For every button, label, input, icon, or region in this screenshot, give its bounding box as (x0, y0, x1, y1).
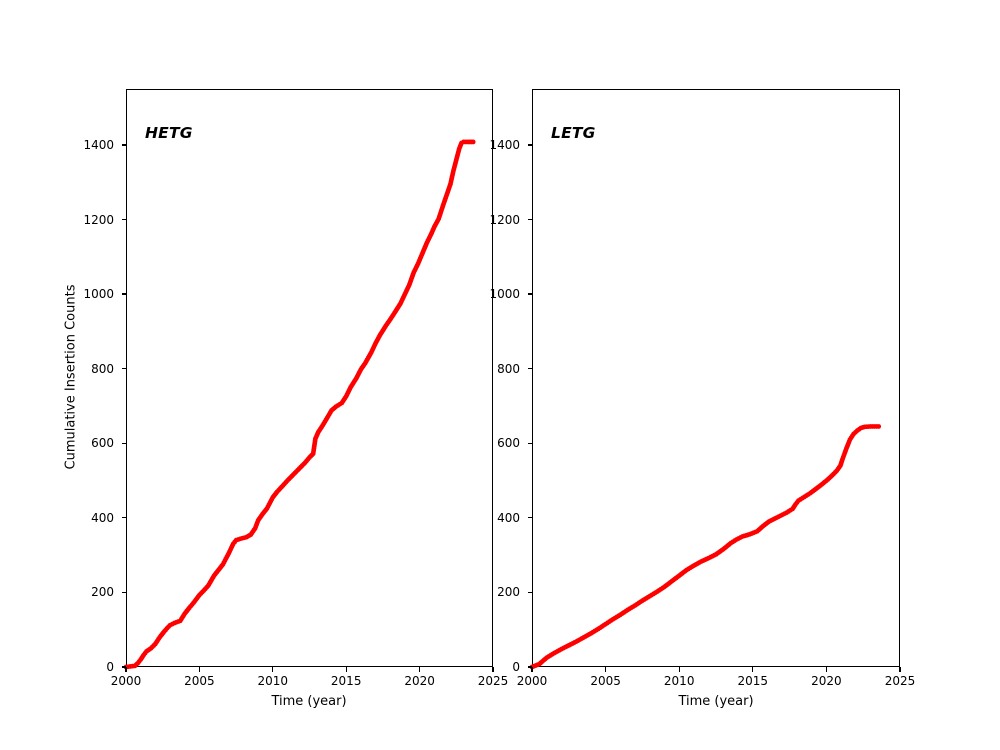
letg-y-tick-label: 1400 (489, 137, 520, 152)
hetg-y-tick-label: 200 (91, 585, 114, 600)
hetg-x-axis-label: Time (year) (271, 694, 347, 709)
letg-y-tick (527, 517, 532, 519)
hetg-y-tick (121, 293, 126, 295)
letg-data-point (875, 423, 881, 429)
letg-x-tick-label: 2005 (590, 674, 621, 688)
hetg-y-tick-label: 1400 (83, 137, 114, 152)
hetg-x-tick-label: 2010 (257, 674, 289, 688)
hetg-scatter-series (123, 139, 476, 670)
hetg-x-tick-label: 2025 (477, 674, 509, 688)
hetg-title: HETG (145, 124, 193, 142)
hetg-y-tick (121, 368, 126, 370)
letg-y-tick (527, 144, 532, 146)
letg-y-tick-label: 600 (497, 436, 520, 451)
letg-x-tick (752, 667, 754, 672)
hetg-y-tick (121, 591, 126, 594)
letg-y-tick (527, 666, 532, 668)
hetg-x-tick (125, 667, 127, 672)
letg-x-tick-label: 2015 (737, 674, 769, 688)
letg-y-tick (527, 218, 532, 221)
letg-y-tick-label: 1000 (489, 287, 520, 302)
letg-scatter-series (529, 423, 881, 670)
letg-y-tick-label: 800 (497, 361, 520, 376)
letg-x-tick (531, 667, 533, 672)
hetg-x-tick (492, 667, 494, 672)
letg-title: LETG (551, 124, 596, 142)
hetg-x-tick (418, 667, 421, 672)
letg-x-tick-label: 2000 (516, 674, 548, 688)
hetg-y-tick (121, 666, 126, 668)
hetg-y-tick (121, 442, 126, 444)
letg-y-tick (527, 591, 532, 594)
hetg-x-tick (345, 667, 347, 672)
letg-y-tick-label: 1200 (489, 212, 520, 227)
letg-y-tick (527, 442, 532, 444)
hetg-y-tick (121, 517, 126, 519)
hetg-x-tick-label: 2015 (330, 674, 362, 688)
letg-y-tick-label: 0 (512, 660, 520, 674)
hetg-y-tick-label: 1200 (83, 212, 114, 227)
letg-y-tick (527, 368, 532, 370)
letg-y-tick (527, 293, 532, 295)
hetg-x-tick-label: 2020 (404, 674, 435, 688)
letg-plot-area: LETG (529, 89, 900, 670)
hetg-x-tick (272, 667, 274, 672)
hetg-y-tick-label: 400 (91, 510, 114, 525)
letg-x-tick-label: 2025 (884, 674, 916, 688)
hetg-y-tick-label: 600 (91, 436, 114, 451)
hetg-y-tick (121, 144, 126, 146)
hetg-y-tick-label: 800 (91, 361, 114, 376)
letg-x-tick (604, 667, 607, 672)
hetg-y-tick-label: 1000 (83, 287, 114, 302)
hetg-data-point (470, 139, 476, 145)
hetg-plot-area: HETG (123, 89, 493, 670)
letg-x-tick-label: 2020 (811, 674, 842, 688)
letg-y-tick-label: 400 (497, 510, 520, 525)
letg-x-tick (825, 667, 828, 672)
letg-x-tick-label: 2010 (663, 674, 695, 688)
hetg-x-tick-label: 2005 (184, 674, 215, 688)
letg-x-tick (678, 667, 680, 672)
hetg-y-tick (121, 218, 126, 221)
letg-y-tick-label: 200 (497, 585, 520, 600)
letg-x-tick (899, 667, 901, 672)
letg-x-axis-label: Time (year) (678, 694, 754, 709)
hetg-y-tick-label: 0 (106, 660, 114, 674)
hetg-x-tick (198, 667, 201, 672)
hetg-x-tick-label: 2000 (110, 674, 142, 688)
